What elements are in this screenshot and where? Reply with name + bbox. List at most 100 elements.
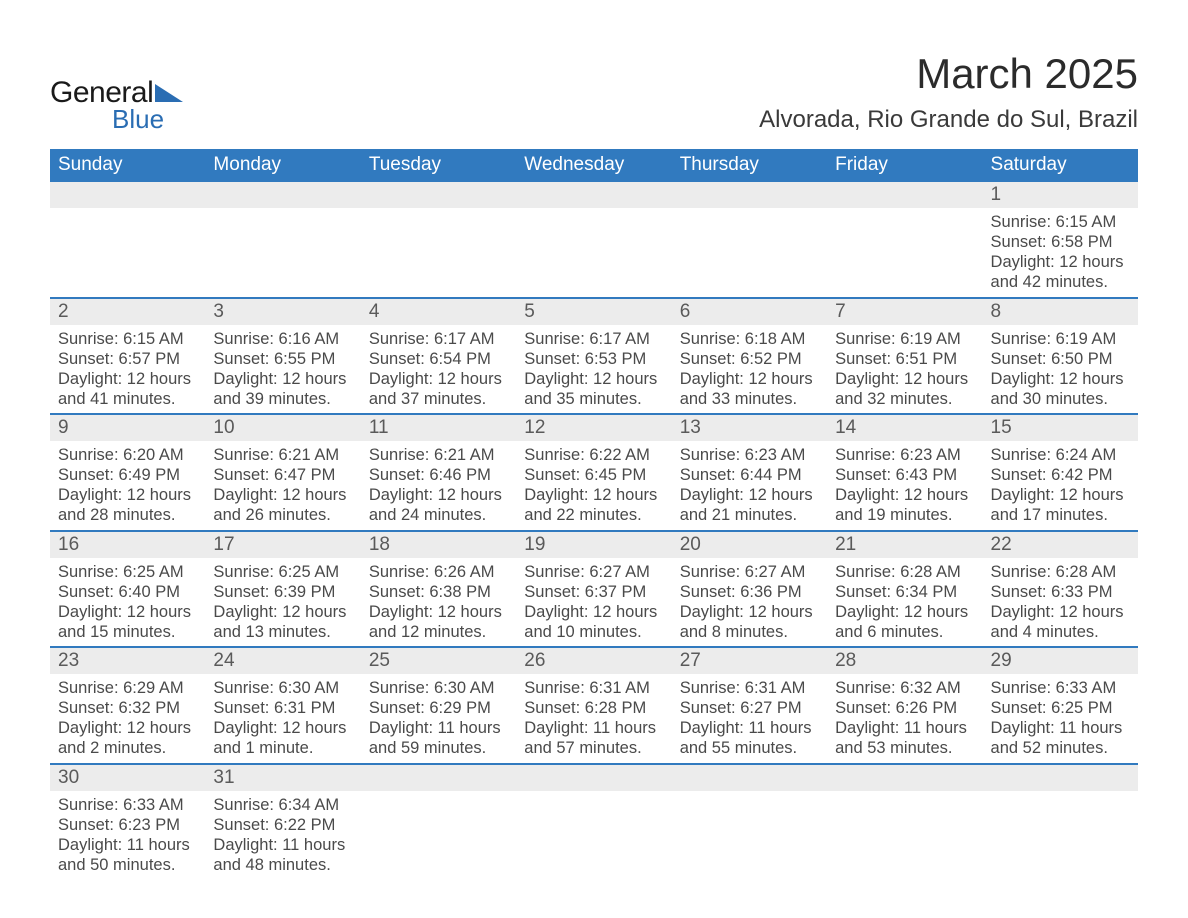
day-number: 2 <box>50 299 205 325</box>
daylight-line-1: Daylight: 12 hours <box>58 602 197 622</box>
sunrise-line: Sunrise: 6:22 AM <box>524 445 663 465</box>
daylight-line-2: and 59 minutes. <box>369 738 508 758</box>
day-cell: 24Sunrise: 6:30 AMSunset: 6:31 PMDayligh… <box>205 648 360 763</box>
day-cell: 13Sunrise: 6:23 AMSunset: 6:44 PMDayligh… <box>672 415 827 530</box>
day-number: 17 <box>205 532 360 558</box>
day-cell <box>516 765 671 880</box>
day-number: 10 <box>205 415 360 441</box>
day-number: 31 <box>205 765 360 791</box>
day-detail: Sunrise: 6:20 AMSunset: 6:49 PMDaylight:… <box>50 441 205 526</box>
day-detail: Sunrise: 6:17 AMSunset: 6:54 PMDaylight:… <box>361 325 516 410</box>
daylight-line-2: and 1 minute. <box>213 738 352 758</box>
day-cell: 25Sunrise: 6:30 AMSunset: 6:29 PMDayligh… <box>361 648 516 763</box>
daylight-line-1: Daylight: 12 hours <box>524 602 663 622</box>
dow-sunday: Sunday <box>50 149 205 182</box>
day-number: 22 <box>983 532 1138 558</box>
sunset-line: Sunset: 6:22 PM <box>213 815 352 835</box>
day-cell: 4Sunrise: 6:17 AMSunset: 6:54 PMDaylight… <box>361 299 516 414</box>
daylight-line-2: and 10 minutes. <box>524 622 663 642</box>
brand-logo: General Blue <box>50 76 183 135</box>
day-cell: 2Sunrise: 6:15 AMSunset: 6:57 PMDaylight… <box>50 299 205 414</box>
day-number <box>827 765 982 791</box>
day-detail: Sunrise: 6:28 AMSunset: 6:33 PMDaylight:… <box>983 558 1138 643</box>
sunrise-line: Sunrise: 6:29 AM <box>58 678 197 698</box>
day-detail: Sunrise: 6:15 AMSunset: 6:58 PMDaylight:… <box>983 208 1138 293</box>
daylight-line-2: and 50 minutes. <box>58 855 197 875</box>
day-number <box>516 765 671 791</box>
daylight-line-1: Daylight: 12 hours <box>213 485 352 505</box>
day-number: 11 <box>361 415 516 441</box>
daylight-line-2: and 4 minutes. <box>991 622 1130 642</box>
dow-monday: Monday <box>205 149 360 182</box>
day-detail: Sunrise: 6:34 AMSunset: 6:22 PMDaylight:… <box>205 791 360 876</box>
day-cell: 18Sunrise: 6:26 AMSunset: 6:38 PMDayligh… <box>361 532 516 647</box>
day-number <box>516 182 671 208</box>
location: Alvorada, Rio Grande do Sul, Brazil <box>759 106 1138 134</box>
day-cell: 11Sunrise: 6:21 AMSunset: 6:46 PMDayligh… <box>361 415 516 530</box>
daylight-line-2: and 26 minutes. <box>213 505 352 525</box>
day-detail: Sunrise: 6:19 AMSunset: 6:51 PMDaylight:… <box>827 325 982 410</box>
day-number: 27 <box>672 648 827 674</box>
day-number: 23 <box>50 648 205 674</box>
daylight-line-1: Daylight: 12 hours <box>213 718 352 738</box>
sunrise-line: Sunrise: 6:34 AM <box>213 795 352 815</box>
daylight-line-1: Daylight: 12 hours <box>680 485 819 505</box>
day-cell: 15Sunrise: 6:24 AMSunset: 6:42 PMDayligh… <box>983 415 1138 530</box>
day-number: 1 <box>983 182 1138 208</box>
sunset-line: Sunset: 6:47 PM <box>213 465 352 485</box>
day-number: 29 <box>983 648 1138 674</box>
sunrise-line: Sunrise: 6:31 AM <box>680 678 819 698</box>
daylight-line-1: Daylight: 12 hours <box>991 602 1130 622</box>
day-number: 30 <box>50 765 205 791</box>
day-cell <box>827 182 982 297</box>
daylight-line-1: Daylight: 12 hours <box>835 485 974 505</box>
sunrise-line: Sunrise: 6:28 AM <box>991 562 1130 582</box>
day-detail: Sunrise: 6:31 AMSunset: 6:28 PMDaylight:… <box>516 674 671 759</box>
day-number: 26 <box>516 648 671 674</box>
daylight-line-2: and 19 minutes. <box>835 505 974 525</box>
sunset-line: Sunset: 6:26 PM <box>835 698 974 718</box>
week-row: 16Sunrise: 6:25 AMSunset: 6:40 PMDayligh… <box>50 530 1138 647</box>
day-cell: 22Sunrise: 6:28 AMSunset: 6:33 PMDayligh… <box>983 532 1138 647</box>
daylight-line-2: and 52 minutes. <box>991 738 1130 758</box>
day-number <box>983 765 1138 791</box>
sunrise-line: Sunrise: 6:23 AM <box>680 445 819 465</box>
day-number <box>205 182 360 208</box>
day-detail: Sunrise: 6:24 AMSunset: 6:42 PMDaylight:… <box>983 441 1138 526</box>
day-number: 5 <box>516 299 671 325</box>
sunset-line: Sunset: 6:45 PM <box>524 465 663 485</box>
brand-blue: Blue <box>112 104 164 135</box>
sunrise-line: Sunrise: 6:24 AM <box>991 445 1130 465</box>
sunset-line: Sunset: 6:54 PM <box>369 349 508 369</box>
day-cell: 16Sunrise: 6:25 AMSunset: 6:40 PMDayligh… <box>50 532 205 647</box>
daylight-line-2: and 12 minutes. <box>369 622 508 642</box>
sunrise-line: Sunrise: 6:15 AM <box>58 329 197 349</box>
dow-wednesday: Wednesday <box>516 149 671 182</box>
day-cell: 31Sunrise: 6:34 AMSunset: 6:22 PMDayligh… <box>205 765 360 880</box>
sunrise-line: Sunrise: 6:33 AM <box>58 795 197 815</box>
day-cell: 21Sunrise: 6:28 AMSunset: 6:34 PMDayligh… <box>827 532 982 647</box>
day-number <box>672 182 827 208</box>
day-number: 3 <box>205 299 360 325</box>
sunrise-line: Sunrise: 6:19 AM <box>835 329 974 349</box>
sunset-line: Sunset: 6:27 PM <box>680 698 819 718</box>
dow-tuesday: Tuesday <box>361 149 516 182</box>
daylight-line-2: and 28 minutes. <box>58 505 197 525</box>
day-number <box>361 182 516 208</box>
day-number <box>827 182 982 208</box>
day-cell: 28Sunrise: 6:32 AMSunset: 6:26 PMDayligh… <box>827 648 982 763</box>
sunset-line: Sunset: 6:42 PM <box>991 465 1130 485</box>
day-detail: Sunrise: 6:33 AMSunset: 6:23 PMDaylight:… <box>50 791 205 876</box>
day-cell <box>983 765 1138 880</box>
sunrise-line: Sunrise: 6:21 AM <box>369 445 508 465</box>
dow-header-row: SundayMondayTuesdayWednesdayThursdayFrid… <box>50 149 1138 182</box>
day-number: 20 <box>672 532 827 558</box>
sunrise-line: Sunrise: 6:20 AM <box>58 445 197 465</box>
daylight-line-1: Daylight: 12 hours <box>58 485 197 505</box>
day-cell: 19Sunrise: 6:27 AMSunset: 6:37 PMDayligh… <box>516 532 671 647</box>
sunset-line: Sunset: 6:29 PM <box>369 698 508 718</box>
daylight-line-2: and 21 minutes. <box>680 505 819 525</box>
day-detail: Sunrise: 6:19 AMSunset: 6:50 PMDaylight:… <box>983 325 1138 410</box>
day-detail: Sunrise: 6:25 AMSunset: 6:39 PMDaylight:… <box>205 558 360 643</box>
sunrise-line: Sunrise: 6:33 AM <box>991 678 1130 698</box>
